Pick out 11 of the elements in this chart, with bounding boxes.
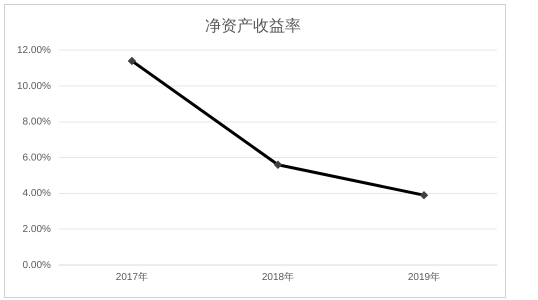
x-tick-label: 2018年 bbox=[262, 270, 294, 283]
x-tick-label: 2019年 bbox=[408, 270, 440, 283]
x-tick-label: 2017年 bbox=[116, 270, 148, 283]
y-tick-label: 6.00% bbox=[22, 152, 52, 164]
chart-title: 净资产收益率 bbox=[205, 16, 301, 35]
y-tick-label: 8.00% bbox=[22, 116, 52, 128]
y-tick-label: 12.00% bbox=[16, 44, 52, 56]
y-tick-label: 0.00% bbox=[22, 260, 52, 271]
y-tick-label: 10.00% bbox=[16, 80, 52, 92]
y-tick-label: 4.00% bbox=[22, 188, 52, 200]
y-tick-label: 2.00% bbox=[22, 224, 52, 235]
